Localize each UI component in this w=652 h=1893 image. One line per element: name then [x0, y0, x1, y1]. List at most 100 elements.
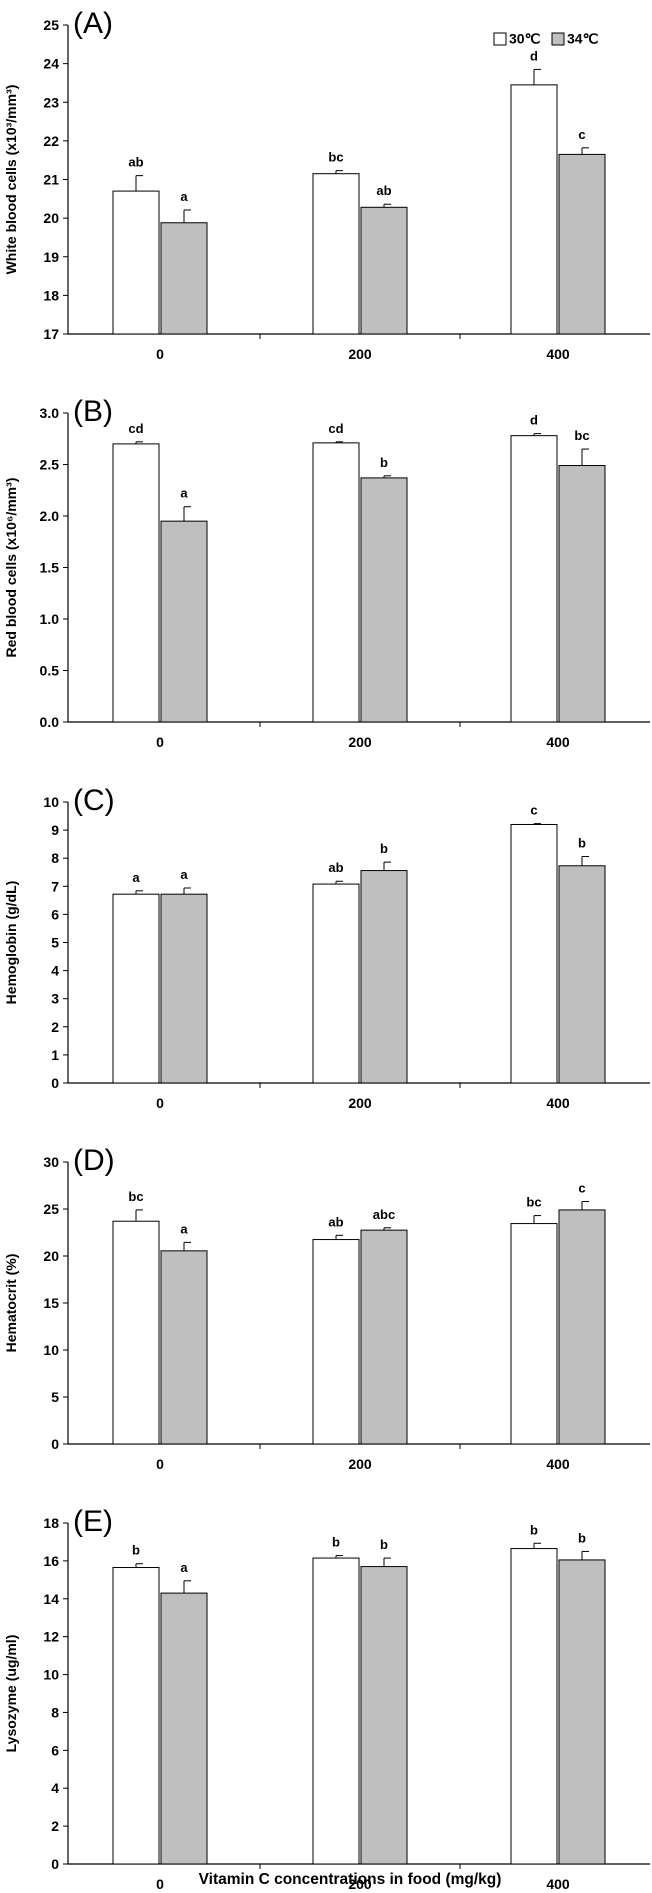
y-tick-label: 1.0	[40, 611, 60, 627]
y-tick-label: 0.0	[40, 714, 60, 730]
data-label: ab	[328, 860, 343, 875]
bar	[112, 443, 160, 723]
bar	[510, 84, 558, 335]
y-tick-label: 3	[51, 991, 59, 1007]
x-tick-label: 0	[156, 1095, 164, 1111]
legend-swatch-34c	[551, 32, 565, 46]
panel-label: (B)	[73, 395, 113, 428]
bar	[510, 823, 558, 1084]
y-axis-title: Red blood cells (x10⁶/mm³)	[3, 478, 19, 658]
bar	[160, 222, 208, 335]
x-tick-label: 400	[546, 1095, 570, 1111]
data-label: a	[180, 486, 188, 501]
y-tick-label: 5	[51, 935, 59, 951]
y-axis-title: White blood cells (x10³/mm³)	[3, 85, 19, 275]
x-tick-label: 400	[546, 346, 570, 362]
y-tick-label: 14	[43, 1591, 59, 1607]
chart-panel-2: 0.0 0.5 1.0 1.5 2.0 2.5 3.0 0 200 400 cd cd d a b bc (B)…	[3, 395, 650, 750]
legend-swatch-30c	[493, 32, 507, 46]
y-tick-label: 16	[43, 1553, 59, 1569]
y-tick-label: 25	[43, 1201, 59, 1217]
bar	[112, 893, 160, 1084]
y-axis-title: Hematocrit (%)	[3, 1254, 19, 1353]
bar	[510, 1548, 558, 1865]
x-tick-label: 200	[348, 734, 372, 750]
bar	[160, 1592, 208, 1865]
bar	[160, 520, 208, 723]
y-tick-label: 22	[43, 133, 59, 149]
y-tick-label: 18	[43, 1515, 59, 1531]
bar	[312, 883, 360, 1084]
data-label: b	[380, 455, 388, 470]
y-tick-label: 24	[43, 56, 59, 72]
data-label: bc	[128, 1189, 143, 1204]
y-tick-label: 9	[51, 822, 59, 838]
data-label: a	[132, 870, 140, 885]
data-label: a	[180, 1221, 188, 1236]
data-label: ab	[328, 1214, 343, 1229]
data-label: bc	[526, 1195, 541, 1210]
y-tick-label: 2	[51, 1818, 59, 1834]
y-tick-label: 4	[51, 963, 59, 979]
y-tick-label: 3.0	[40, 405, 60, 421]
data-label: c	[578, 127, 585, 142]
bar	[112, 190, 160, 335]
data-label: b	[578, 836, 586, 851]
data-label: a	[180, 867, 188, 882]
y-tick-label: 20	[43, 210, 59, 226]
data-label: b	[380, 841, 388, 856]
x-tick-label: 0	[156, 346, 164, 362]
x-tick-label: 0	[156, 734, 164, 750]
y-tick-label: 0.5	[40, 663, 60, 679]
y-tick-label: 17	[43, 326, 59, 342]
legend: 30℃ 34℃	[493, 31, 599, 47]
x-tick-label: 200	[348, 1876, 372, 1892]
y-tick-label: 25	[43, 17, 59, 33]
data-label: c	[530, 803, 537, 818]
bar	[510, 1223, 558, 1445]
data-label: d	[530, 48, 538, 63]
y-tick-label: 10	[43, 1342, 59, 1358]
x-tick-label: 400	[546, 1456, 570, 1472]
bar	[558, 465, 606, 723]
y-tick-label: 12	[43, 1629, 59, 1645]
y-tick-label: 6	[51, 1742, 59, 1758]
x-tick-label: 200	[348, 1456, 372, 1472]
y-tick-label: 21	[43, 172, 59, 188]
x-tick-label: 200	[348, 346, 372, 362]
x-axis-title: Vitamin C concentrations in food (mg/kg)	[199, 1871, 502, 1888]
bar	[510, 435, 558, 723]
x-tick-label: 0	[156, 1876, 164, 1892]
y-tick-label: 10	[43, 1667, 59, 1683]
y-tick-label: 1.5	[40, 560, 60, 576]
data-label: b	[530, 1522, 538, 1537]
bar	[312, 173, 360, 335]
bar	[360, 477, 408, 723]
data-label: ab	[376, 183, 391, 198]
bar	[558, 1209, 606, 1445]
y-tick-label: 15	[43, 1295, 59, 1311]
legend-label-30c: 30℃	[509, 31, 541, 47]
y-tick-label: 7	[51, 878, 59, 894]
y-tick-label: 23	[43, 94, 59, 110]
chart-panel-4: 0 5 10 15 20 25 30 0 200 400 bc ab bc a abc c (D) Hematoc…	[3, 1144, 650, 1472]
bar	[112, 1567, 160, 1865]
data-label: b	[332, 1535, 340, 1550]
data-label: bc	[328, 150, 343, 165]
x-tick-label: 400	[546, 734, 570, 750]
data-label: cd	[128, 421, 143, 436]
panel-label: (A)	[73, 7, 113, 40]
y-tick-label: 0	[51, 1075, 59, 1091]
y-tick-label: 20	[43, 1248, 59, 1264]
y-tick-label: 8	[51, 850, 59, 866]
y-tick-label: 0	[51, 1436, 59, 1452]
y-tick-label: 2.0	[40, 508, 60, 524]
data-label: b	[380, 1537, 388, 1552]
y-axis-title: Lysozyme (ug/ml)	[3, 1635, 19, 1753]
y-tick-label: 18	[43, 287, 59, 303]
bar	[360, 206, 408, 335]
data-label: ab	[128, 155, 143, 170]
x-tick-label: 400	[546, 1876, 570, 1892]
